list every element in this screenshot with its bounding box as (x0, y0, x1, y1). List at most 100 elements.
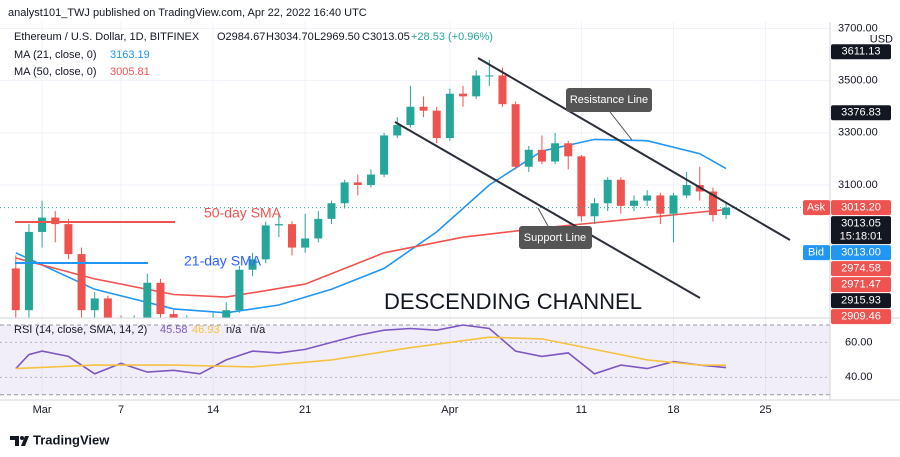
y-tick-label: 3500.00 (838, 75, 878, 87)
price-tag-label: 3376.83 (841, 107, 881, 119)
candle-body (77, 254, 86, 311)
annotation: DESCENDING CHANNEL (384, 289, 642, 314)
header: analyst101_TWJ published on TradingView.… (8, 7, 367, 19)
price-tag-label: 2974.58 (841, 263, 881, 275)
price-tag-side-label: Ask (807, 202, 826, 214)
candle-body (459, 93, 468, 97)
callout-box (519, 226, 592, 249)
candle-body (301, 238, 310, 248)
symbol: Ethereum / U.S. Dollar, 1D, BITFINEX (14, 31, 200, 43)
candle-body (380, 135, 389, 175)
price-tag-label: 2915.93 (841, 295, 881, 307)
candle-body (51, 217, 60, 225)
footer-text: TradingView (33, 432, 110, 447)
annotation: 21-day SMA (184, 253, 262, 269)
rsi-band-group (0, 324, 830, 396)
candle-body (366, 174, 375, 185)
ma-value: 3163.19 (110, 49, 150, 61)
candle-body (537, 149, 546, 162)
callout-pointer (609, 111, 633, 141)
candle-body (445, 93, 454, 139)
ohlc-l: L2969.50 (314, 31, 360, 43)
candle-body (682, 184, 691, 196)
rsi-plot (15, 324, 727, 375)
x-tick-label: 21 (299, 404, 311, 416)
price-tag (831, 105, 891, 121)
candle-body (353, 182, 362, 185)
candle-body (419, 106, 428, 111)
rsi-title: RSI (14, close, SMA, 14, 2) (14, 324, 147, 336)
price-tag (831, 216, 891, 245)
logo (20, 436, 24, 440)
x-tick-label: Apr (441, 404, 458, 416)
x-tick-label: 25 (759, 404, 771, 416)
candle-body (103, 298, 112, 318)
ma-value: 3005.81 (110, 66, 150, 78)
candle-body (222, 310, 231, 318)
price-tag (831, 293, 891, 309)
price-tag (831, 261, 891, 277)
candle-body (551, 143, 560, 162)
line-series (15, 138, 727, 314)
line-series (15, 336, 727, 370)
candle-body (64, 224, 73, 255)
price-tag (831, 245, 891, 261)
legend: Ethereum / U.S. Dollar, 1D, BITFINEX O29… (14, 31, 493, 336)
y-tick-label: 60.00 (845, 336, 873, 348)
ma-name: MA (21, close, 0) (14, 49, 97, 61)
candle-body (432, 110, 441, 139)
price-tag-label: 2971.47 (841, 279, 881, 291)
rsi-band-fill (0, 324, 830, 395)
price-tag-label: 2909.46 (841, 311, 881, 323)
channel-upper (477, 57, 791, 241)
price-tag (831, 44, 891, 60)
price-tag (831, 309, 891, 325)
x-tick-label: 11 (576, 404, 587, 416)
ohlc-o: O2984.67 (217, 31, 265, 43)
price-tag-label: 3013.00 (841, 247, 881, 259)
candle-body (511, 104, 520, 167)
candle-body (472, 75, 481, 97)
candle-body (38, 217, 47, 232)
candle-body (630, 200, 639, 206)
candle-body (643, 195, 652, 201)
x-tick-label: 18 (667, 404, 679, 416)
footer: TradingView (10, 432, 110, 447)
candle-body (708, 191, 717, 216)
candle-body (590, 203, 599, 217)
candle-body (524, 149, 533, 167)
candle-body (603, 179, 612, 204)
y-tick-label: 3300.00 (838, 127, 878, 139)
y-tick-label: 40.00 (845, 371, 873, 383)
candle-body (288, 224, 297, 248)
candle-body (485, 75, 494, 77)
candle-body (314, 218, 323, 239)
candle-body (498, 75, 507, 105)
logo (10, 436, 29, 446)
price-tag-side (803, 200, 830, 216)
candle-body (90, 298, 99, 311)
candle-body (564, 143, 573, 157)
candle-body (616, 179, 625, 206)
x-tick-label: 14 (207, 404, 219, 416)
ma-name: MA (50, close, 0) (14, 66, 97, 78)
candle-body (577, 156, 586, 217)
ohlc-h: H3034.70 (266, 31, 314, 43)
ohlc-c: C3013.05 (362, 31, 410, 43)
candle-body (248, 259, 257, 270)
x-tick-label: Mar (33, 404, 52, 416)
price-tag (831, 277, 891, 293)
rsi-value: 46.93 (192, 324, 220, 336)
candle-body (235, 269, 244, 311)
rsi-extra: n/a (250, 324, 266, 336)
callout-pointer (537, 207, 549, 227)
x-tick-label: 7 (118, 404, 124, 416)
candle-body (274, 224, 283, 226)
annotation: 50-day SMA (204, 205, 282, 221)
callout-box (566, 88, 652, 112)
line-series (15, 208, 727, 298)
price-tag-label: 3013.20 (841, 202, 881, 214)
candle-body (340, 182, 349, 204)
candle-body (393, 125, 402, 136)
